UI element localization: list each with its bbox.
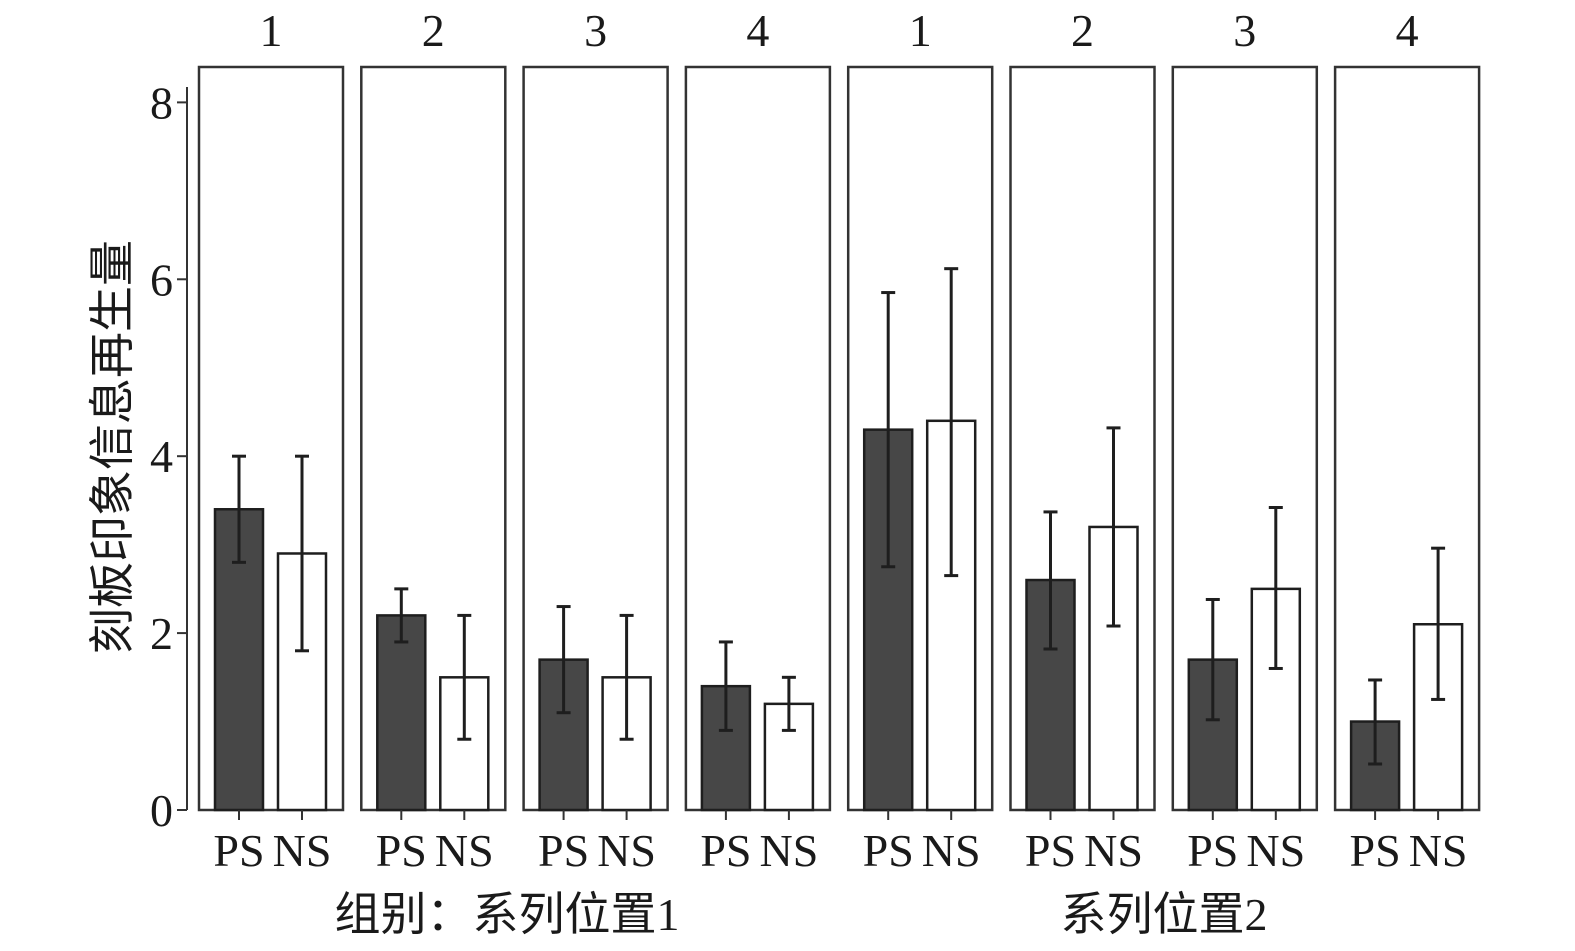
- panel-1-3: 3 PS NS: [1171, 5, 1319, 876]
- panel-strip-label: 2: [422, 5, 445, 56]
- panel-frame: [360, 65, 507, 812]
- panel-1-4: 4 PS NS: [1333, 5, 1481, 876]
- x-tick-label: PS: [1025, 825, 1076, 876]
- y-tick-label: 4: [150, 431, 173, 482]
- x-tick-label: NS: [435, 825, 494, 876]
- x-tick-label: NS: [922, 825, 981, 876]
- x-tick-label: PS: [213, 825, 264, 876]
- panel-frame: [197, 65, 345, 812]
- x-tick-label: NS: [1084, 825, 1143, 876]
- panel-strip-label: 1: [260, 5, 283, 56]
- y-tick-label: 8: [150, 77, 173, 128]
- x-tick-label: PS: [1187, 825, 1238, 876]
- panel-frame: [522, 65, 669, 812]
- panel-strip-label: 2: [1071, 5, 1094, 56]
- panel-0-4: 4 PS NS: [684, 5, 832, 876]
- y-tick-label: 6: [150, 254, 173, 305]
- y-tick-label: 2: [150, 608, 173, 659]
- panel-0-3: 3 PS NS: [522, 5, 669, 876]
- group-label: 组别：系列位置1: [335, 889, 680, 940]
- x-tick-label: NS: [273, 825, 332, 876]
- y-axis: 0 2 4 6 8: [150, 77, 188, 836]
- panel-0-2: 2 PS NS: [360, 5, 507, 876]
- panel-frame: [1009, 65, 1156, 812]
- panel-strip-label: 3: [1233, 5, 1256, 56]
- y-tick-label: 0: [150, 785, 173, 836]
- panel-frame: [1171, 65, 1319, 812]
- x-tick-label: PS: [700, 825, 751, 876]
- x-tick-label: PS: [376, 825, 427, 876]
- y-axis-title: 刻板印象信息再生量: [85, 240, 139, 654]
- panel-0-1: 1 PS NS: [197, 5, 345, 876]
- panel-strip-label: 3: [584, 5, 607, 56]
- x-tick-label: NS: [759, 825, 818, 876]
- panel-frame: [684, 65, 832, 812]
- panel-frame: [1333, 65, 1481, 812]
- x-tick-label: PS: [538, 825, 589, 876]
- panel-1-1: 1 PS NS: [846, 5, 994, 876]
- x-tick-label: PS: [863, 825, 914, 876]
- group-labels: 组别：系列位置1 系列位置2: [335, 889, 1268, 940]
- x-tick-label: PS: [1350, 825, 1401, 876]
- panel-frame: [846, 65, 994, 812]
- x-tick-label: NS: [1246, 825, 1305, 876]
- x-tick-label: NS: [597, 825, 656, 876]
- panel-strip-label: 4: [746, 5, 769, 56]
- group-label: 系列位置2: [1061, 889, 1268, 940]
- x-tick-label: NS: [1409, 825, 1468, 876]
- panel-strip-label: 1: [909, 5, 932, 56]
- panel-strip-label: 4: [1396, 5, 1419, 56]
- panel-1-2: 2 PS NS: [1009, 5, 1156, 876]
- bar-ps: [376, 614, 427, 812]
